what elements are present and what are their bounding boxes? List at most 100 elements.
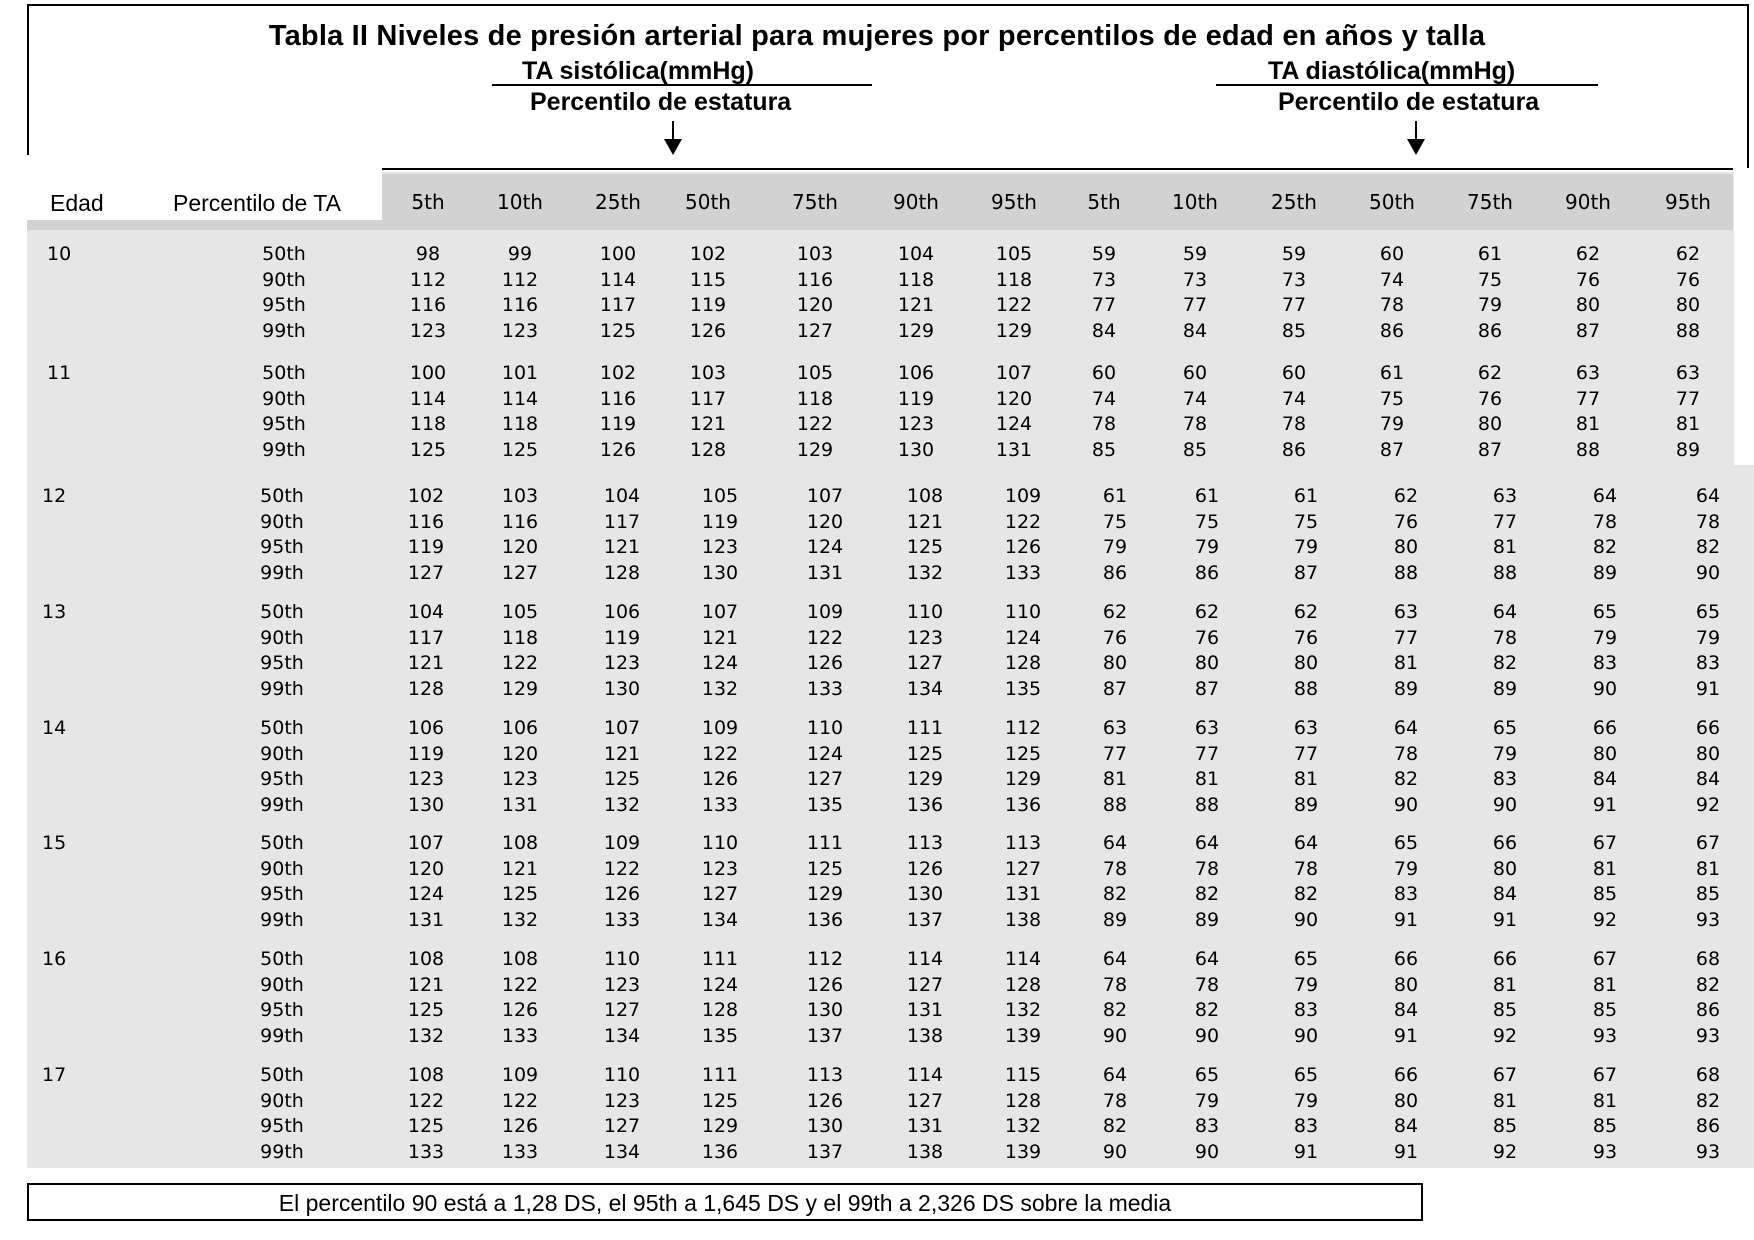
- diastolic-value: 84: [1695, 768, 1721, 791]
- systolic-value: 125: [603, 768, 641, 791]
- diastolic-value: 79: [1393, 857, 1419, 880]
- diastolic-value: 62: [1477, 362, 1503, 384]
- systolic-value: 130: [701, 562, 739, 585]
- systolic-value: 122: [501, 652, 539, 675]
- diastolic-value: 78: [1102, 973, 1128, 996]
- diastolic-value: 74: [1091, 387, 1117, 410]
- systolic-value: 99: [507, 243, 533, 265]
- systolic-value: 125: [1004, 742, 1042, 765]
- diastolic-value: 61: [1477, 243, 1503, 265]
- systolic-value: 125: [599, 320, 637, 343]
- systolic-value: 127: [806, 768, 844, 791]
- systolic-value: 129: [796, 439, 834, 462]
- diastolic-value: 81: [1675, 413, 1701, 436]
- diastolic-value: 88: [1102, 794, 1128, 817]
- diastolic-value: 74: [1379, 268, 1405, 291]
- systolic-value: 127: [1004, 857, 1042, 880]
- systolic-value: 123: [501, 320, 539, 343]
- diastolic-value: 93: [1592, 1141, 1618, 1164]
- systolic-value: 122: [501, 973, 539, 996]
- systolic-value: 119: [407, 742, 445, 765]
- diastolic-arrow-head: [1407, 139, 1425, 155]
- systolic-value: 111: [806, 832, 844, 854]
- systolic-value: 128: [1004, 973, 1042, 996]
- systolic-value: 115: [689, 268, 727, 291]
- bp-percentile-label: 90th: [260, 973, 304, 996]
- diastolic-value: 82: [1194, 883, 1220, 906]
- diastolic-value: 64: [1393, 717, 1419, 739]
- diastolic-value: 85: [1281, 320, 1307, 343]
- systolic-value: 129: [995, 320, 1033, 343]
- diastolic-value: 78: [1492, 626, 1518, 649]
- diastolic-value: 83: [1293, 1115, 1319, 1138]
- diastolic-value: 75: [1102, 510, 1128, 533]
- systolic-value: 131: [806, 562, 844, 585]
- diastolic-value: 79: [1293, 973, 1319, 996]
- diastolic-value: 65: [1393, 832, 1419, 854]
- diastolic-value: 66: [1393, 1064, 1419, 1086]
- systolic-value: 118: [501, 413, 539, 436]
- bp-percentile-label: 95th: [260, 1115, 304, 1138]
- systolic-value: 120: [995, 387, 1033, 410]
- diastolic-value: 90: [1592, 678, 1618, 701]
- diastolic-value: 59: [1091, 243, 1117, 265]
- systolic-value: 125: [906, 536, 944, 559]
- systolic-value: 100: [599, 243, 637, 265]
- diastolic-value: 64: [1102, 1064, 1128, 1086]
- diastolic-value: 88: [1575, 439, 1601, 462]
- height-percentile-header: 95th: [991, 190, 1037, 214]
- systolic-value: 136: [806, 909, 844, 932]
- systolic-value: 98: [415, 243, 441, 265]
- systolic-value: 125: [906, 742, 944, 765]
- diastolic-value: 77: [1194, 742, 1220, 765]
- diastolic-value: 73: [1091, 268, 1117, 291]
- systolic-value: 133: [501, 1141, 539, 1164]
- systolic-value: 127: [796, 320, 834, 343]
- diastolic-value: 78: [1194, 973, 1220, 996]
- systolic-value: 119: [407, 536, 445, 559]
- diastolic-value: 76: [1102, 626, 1128, 649]
- diastolic-value: 83: [1194, 1115, 1220, 1138]
- diastolic-value: 74: [1182, 387, 1208, 410]
- diastolic-value: 78: [1592, 510, 1618, 533]
- diastolic-value: 66: [1393, 948, 1419, 970]
- diastolic-value: 81: [1592, 857, 1618, 880]
- systolic-value: 128: [1004, 652, 1042, 675]
- footnote: El percentilo 90 está a 1,28 DS, el 95th…: [278, 1190, 1172, 1216]
- systolic-value: 132: [1004, 999, 1042, 1022]
- diastolic-value: 80: [1393, 536, 1419, 559]
- systolic-value: 121: [897, 294, 935, 317]
- systolic-value: 139: [1004, 1141, 1042, 1164]
- systolic-value: 112: [501, 268, 539, 291]
- diastolic-value: 81: [1575, 413, 1601, 436]
- diastolic-value: 80: [1194, 652, 1220, 675]
- bp-percentile-label: 90th: [262, 387, 306, 410]
- bp-percentile-label: 50th: [262, 243, 306, 265]
- diastolic-value: 78: [1102, 857, 1128, 880]
- diastolic-value: 89: [1293, 794, 1319, 817]
- diastolic-value: 65: [1194, 1064, 1220, 1086]
- systolic-value: 114: [599, 268, 637, 291]
- diastolic-value: 89: [1393, 678, 1419, 701]
- systolic-value: 126: [689, 320, 727, 343]
- systolic-value: 132: [1004, 1115, 1042, 1138]
- left-header-bar: [27, 220, 382, 230]
- systolic-value: 131: [407, 909, 445, 932]
- diastolic-value: 68: [1695, 948, 1721, 970]
- diastolic-value: 86: [1695, 999, 1721, 1022]
- systolic-value: 121: [603, 536, 641, 559]
- diastolic-value: 62: [1293, 601, 1319, 623]
- systolic-value: 128: [407, 678, 445, 701]
- systolic-value: 118: [995, 268, 1033, 291]
- bp-percentile-label: 95th: [260, 883, 304, 906]
- systolic-value: 111: [701, 1064, 739, 1086]
- systolic-value: 129: [906, 768, 944, 791]
- diastolic-value: 63: [1575, 362, 1601, 384]
- diastolic-value: 89: [1102, 909, 1128, 932]
- systolic-value: 120: [501, 536, 539, 559]
- diastolic-value: 64: [1695, 485, 1721, 507]
- systolic-value: 132: [501, 909, 539, 932]
- diastolic-value: 64: [1102, 948, 1128, 970]
- systolic-value: 129: [806, 883, 844, 906]
- diastolic-value: 61: [1194, 485, 1220, 507]
